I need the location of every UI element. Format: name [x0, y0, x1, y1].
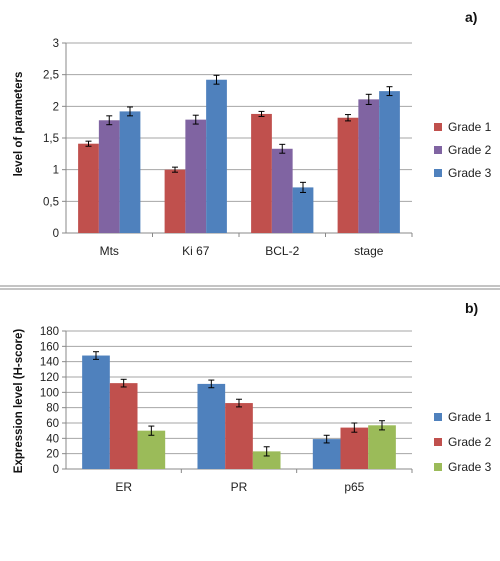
a-bar — [358, 99, 380, 233]
b-y-tick-label: 140 — [40, 357, 59, 369]
panel-b-label: b) — [465, 300, 478, 316]
b-y-tick-label: 160 — [40, 341, 59, 353]
b-y-tick-label: 40 — [46, 433, 59, 445]
b-legend-label: Grade 2 — [448, 435, 492, 449]
a-legend-swatch — [434, 123, 442, 131]
a-bar — [379, 91, 400, 233]
panel-a-legend: Grade 1 Grade 2 Grade 3 — [434, 120, 492, 180]
b-bar — [82, 355, 110, 469]
panel-b-error-bars — [92, 351, 386, 457]
a-bar — [337, 117, 359, 233]
chart-panel-a: a) 0 0,5 1 1,5 2 2,5 3 Mts Ki 67 BCL-2 stage leve… — [13, 9, 492, 258]
panel-b-x-categories: ER PR p65 — [115, 469, 413, 494]
panel-a-y-axis-title: level of parameters — [13, 72, 25, 177]
panel-b-y-ticks: 0 20 40 60 80 100 120 140 160 180 — [40, 326, 66, 476]
a-y-tick-label: 2 — [53, 101, 59, 113]
a-y-tick-label: 2,5 — [43, 70, 59, 82]
a-bar — [119, 111, 141, 233]
a-bar — [251, 113, 272, 233]
a-bar — [164, 169, 186, 233]
panel-b-legend: Grade 1 Grade 2 Grade 3 — [434, 410, 492, 474]
b-legend-swatch — [434, 438, 442, 446]
panel-a-bars — [78, 79, 400, 233]
panel-b-bars — [82, 355, 396, 469]
a-bar — [206, 79, 227, 233]
b-x-category-label: PR — [231, 480, 248, 494]
a-y-tick-label: 0 — [53, 228, 59, 240]
b-legend-label: Grade 1 — [448, 410, 492, 424]
a-bar — [78, 143, 99, 233]
b-y-tick-label: 0 — [53, 464, 59, 476]
a-y-tick-label: 1,5 — [43, 133, 59, 145]
panel-a-label: a) — [465, 9, 477, 25]
panel-b-y-axis-title: Expression level (H-score) — [13, 329, 25, 474]
b-y-tick-label: 80 — [46, 403, 59, 415]
b-y-tick-label: 120 — [40, 372, 59, 384]
b-bar — [137, 430, 166, 469]
b-bar — [109, 383, 138, 469]
panel-a-y-ticks: 0 0,5 1 1,5 2 2,5 3 — [43, 38, 66, 240]
b-x-category-label: p65 — [344, 480, 364, 494]
a-y-tick-label: 3 — [53, 38, 59, 50]
a-bar — [271, 148, 293, 233]
a-legend-label: Grade 2 — [448, 143, 492, 157]
b-y-tick-label: 100 — [40, 387, 59, 399]
a-bar — [98, 120, 120, 233]
a-legend-label: Grade 1 — [448, 120, 492, 134]
b-y-tick-label: 180 — [40, 326, 59, 338]
b-bar — [368, 425, 396, 469]
a-x-category-label: stage — [354, 244, 384, 258]
b-bar — [225, 403, 253, 469]
panel-a-x-categories: Mts Ki 67 BCL-2 stage — [100, 233, 413, 258]
b-legend-swatch — [434, 413, 442, 421]
chart-panel-b: b) 0 20 40 60 80 100 120 140 160 180 ER PR p65 Expr… — [13, 300, 492, 494]
a-y-tick-label: 1 — [53, 165, 59, 177]
b-y-tick-label: 20 — [46, 449, 59, 461]
a-bar — [185, 119, 207, 233]
b-legend-label: Grade 3 — [448, 460, 492, 474]
a-y-tick-label: 0,5 — [43, 196, 59, 208]
a-legend-swatch — [434, 169, 442, 177]
a-x-category-label: BCL-2 — [265, 244, 299, 258]
b-bar — [252, 451, 281, 469]
b-bar — [340, 427, 369, 469]
panel-a-error-bars — [85, 74, 393, 193]
a-x-category-label: Ki 67 — [182, 244, 210, 258]
a-x-category-label: Mts — [100, 244, 119, 258]
b-legend-swatch — [434, 463, 442, 471]
a-legend-label: Grade 3 — [448, 166, 492, 180]
a-legend-swatch — [434, 146, 442, 154]
a-bar — [292, 187, 314, 233]
b-y-tick-label: 60 — [46, 418, 59, 430]
b-bar — [197, 383, 226, 469]
b-bar — [312, 439, 341, 469]
b-x-category-label: ER — [115, 480, 132, 494]
